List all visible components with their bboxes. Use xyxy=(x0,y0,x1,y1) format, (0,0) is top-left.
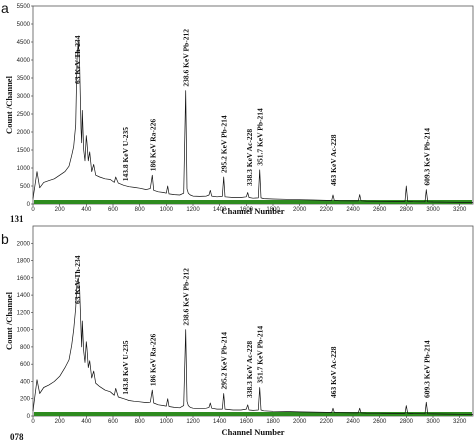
x-tick-label: 600 xyxy=(108,207,119,213)
peak-label: 186 KeV Ra-226 xyxy=(148,333,157,386)
chart-panel-a: 0500100015002000250030003500400045005000… xyxy=(1,0,474,224)
chart-panel-b: 0 200 400 600 800 1000 1200 1400 1600 1800 2000 0 20… xyxy=(1,225,474,442)
x-tick-label: 2000 xyxy=(293,419,307,425)
x-tick-label: 400 xyxy=(81,207,92,213)
y-tick-label: 200 xyxy=(20,397,31,403)
peak-label: 63 KeV Th-234 xyxy=(73,255,82,304)
peak-label: 463 KeV Ac-228 xyxy=(329,134,338,186)
y-tick-label: 2000 xyxy=(17,130,31,136)
spectrum-line xyxy=(32,277,474,415)
x-tick-label: 3000 xyxy=(426,207,440,213)
y-tick-label: 1800 xyxy=(17,259,31,265)
y-axis-label: Count /Channel xyxy=(4,291,14,350)
y-tick-label: 2500 xyxy=(17,112,31,118)
x-tick-label: 2800 xyxy=(400,419,414,425)
x-axis-label: Channel Number xyxy=(221,427,284,437)
x-tick-label: 2600 xyxy=(373,207,387,213)
x-tick-label: 3200 xyxy=(453,207,467,213)
x-tick-label: 200 xyxy=(55,207,66,213)
y-tick-label: 1400 xyxy=(17,293,31,299)
y-tick-label: 1600 xyxy=(17,276,31,282)
x-tick-label: 200 xyxy=(55,419,66,425)
y-tick-label: 0 xyxy=(27,202,31,208)
peak-label: 463 KeV Ac-228 xyxy=(329,346,338,398)
sample-id: 078 xyxy=(10,432,24,442)
x-tick-label: 1200 xyxy=(186,419,200,425)
peak-label: 143.8 KeV U-235 xyxy=(121,340,130,394)
x-tick-label: 2200 xyxy=(320,419,334,425)
baseline-band xyxy=(34,200,472,204)
y-tick-label: 3000 xyxy=(17,94,31,100)
panel-letter: b xyxy=(1,231,9,247)
x-tick-label: 1400 xyxy=(213,419,227,425)
peak-label: 338.3 KeV Ac-228 xyxy=(245,129,254,186)
y-tick-label: 2000 xyxy=(17,241,31,247)
y-tick-label: 4000 xyxy=(17,58,31,64)
spectrum-line xyxy=(32,39,474,203)
x-tick-label: 400 xyxy=(81,419,92,425)
x-tick-label: 2400 xyxy=(346,207,360,213)
peak-label: 238.6 KeV Pb-212 xyxy=(182,268,191,326)
peak-label: 338.3 KeV Ac-228 xyxy=(245,341,254,398)
x-axis-label: Channel Number xyxy=(221,206,284,216)
y-tick-label: 1200 xyxy=(17,310,31,316)
y-axis-label: Count /Channel xyxy=(4,75,14,134)
peak-label: 609.3 KeV Pb-214 xyxy=(422,340,431,398)
x-tick-label: 2000 xyxy=(293,207,307,213)
peak-label: 295.2 KeV Pb-214 xyxy=(220,332,229,390)
x-tick-label: 600 xyxy=(108,419,119,425)
y-tick-label: 400 xyxy=(20,379,31,385)
peak-label: 295.2 KeV Pb-214 xyxy=(220,115,229,173)
baseline-band xyxy=(34,412,472,416)
y-tick-label: 5000 xyxy=(17,22,31,28)
x-tick-label: 3200 xyxy=(453,419,467,425)
x-tick-label: 800 xyxy=(135,419,146,425)
peak-label: 143.8 KeV U-235 xyxy=(121,127,130,181)
peak-label: 351.7 KeV Pb-214 xyxy=(256,108,265,166)
peak-label: 63 KeV Th-234 xyxy=(73,35,82,84)
x-tick-label: 2800 xyxy=(400,207,414,213)
x-tick-label: 1800 xyxy=(266,207,280,213)
peak-label: 238.6 KeV Pb-212 xyxy=(182,29,191,87)
x-tick-label: 1000 xyxy=(160,207,174,213)
x-tick-label: 2200 xyxy=(320,207,334,213)
y-tick-label: 3500 xyxy=(17,76,31,82)
y-tick-label: 1000 xyxy=(17,328,31,334)
x-tick-label: 0 xyxy=(31,207,35,213)
y-tick-label: 500 xyxy=(20,184,31,190)
peak-label: 351.7 KeV Pb-214 xyxy=(256,326,265,384)
peak-label: 609.3 KeV Pb-214 xyxy=(422,128,431,186)
x-tick-label: 1000 xyxy=(160,419,174,425)
sample-id: 131 xyxy=(10,214,24,224)
x-tick-label: 1200 xyxy=(186,207,200,213)
y-tick-label: 0 xyxy=(27,414,31,420)
y-tick-label: 1000 xyxy=(17,166,31,172)
x-tick-label: 1600 xyxy=(240,207,254,213)
y-tick-label: 800 xyxy=(20,345,31,351)
y-tick-label: 600 xyxy=(20,362,31,368)
x-tick-label: 2400 xyxy=(346,419,360,425)
y-tick-label: 1500 xyxy=(17,148,31,154)
x-tick-label: 3000 xyxy=(426,419,440,425)
panel-letter: a xyxy=(1,0,9,16)
peak-label: 186 KeV Ra-226 xyxy=(148,119,157,172)
y-tick-label: 5500 xyxy=(17,4,31,10)
x-tick-label: 800 xyxy=(135,207,146,213)
x-tick-label: 1600 xyxy=(240,419,254,425)
y-tick-label: 4500 xyxy=(17,40,31,46)
x-tick-label: 2600 xyxy=(373,419,387,425)
x-tick-label: 1800 xyxy=(266,419,280,425)
x-tick-label: 1400 xyxy=(213,207,227,213)
x-tick-label: 0 xyxy=(31,419,35,425)
